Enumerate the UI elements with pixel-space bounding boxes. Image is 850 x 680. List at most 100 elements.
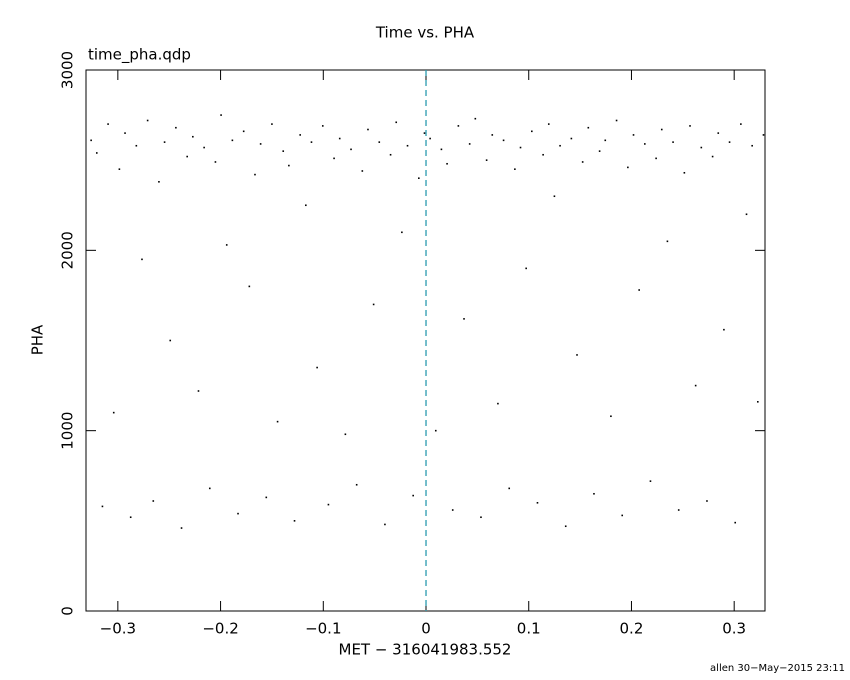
point [723, 328, 725, 331]
point [446, 162, 448, 165]
point [711, 155, 714, 158]
x-tick-label: 0.3 [722, 620, 746, 638]
point [672, 141, 674, 143]
y-tick-label: 1000 [59, 412, 77, 450]
point [316, 366, 318, 369]
point [192, 135, 194, 138]
point [412, 494, 414, 497]
point [389, 153, 392, 156]
point [536, 502, 539, 504]
point [706, 500, 708, 502]
x-tick-label: −0.1 [305, 620, 341, 638]
point [508, 487, 511, 490]
point [564, 525, 567, 528]
footer: allen 30−May−2015 23:11 [710, 663, 845, 674]
point [333, 157, 335, 160]
point [751, 144, 753, 147]
point [655, 157, 657, 160]
point [141, 258, 143, 261]
point [762, 134, 765, 136]
point [553, 195, 556, 198]
point [683, 171, 686, 174]
point [254, 173, 256, 176]
point [293, 520, 296, 522]
point [112, 411, 115, 414]
point [519, 146, 522, 149]
point [107, 123, 109, 125]
point [593, 492, 595, 495]
point [638, 289, 640, 291]
point [220, 114, 222, 116]
point [434, 429, 437, 432]
point [361, 170, 364, 172]
point [95, 152, 98, 154]
point [531, 130, 533, 133]
point [299, 134, 301, 136]
point [514, 168, 516, 170]
point [480, 516, 482, 519]
point [129, 516, 132, 519]
point [401, 231, 403, 234]
point [689, 125, 691, 127]
point [101, 505, 104, 508]
point [610, 415, 612, 418]
point [700, 146, 703, 149]
y-tick-label: 0 [59, 606, 77, 616]
point [474, 117, 477, 120]
point [208, 487, 211, 490]
point [570, 137, 573, 140]
point [321, 125, 324, 127]
point [395, 121, 398, 124]
point [327, 503, 330, 506]
y-tick-label: 3000 [59, 51, 77, 89]
point [740, 123, 742, 125]
point [677, 509, 680, 511]
point [757, 401, 759, 403]
point [372, 303, 375, 306]
point [231, 139, 234, 142]
point [225, 244, 228, 246]
point [118, 168, 121, 170]
chart-subtitle: time_pha.qdp [88, 46, 191, 65]
point [355, 483, 358, 486]
point [502, 139, 505, 142]
point [214, 161, 217, 163]
point [367, 128, 369, 131]
point [604, 139, 607, 142]
x-tick-label: 0.1 [517, 620, 541, 638]
point [423, 132, 426, 134]
point [632, 134, 635, 136]
point [734, 521, 737, 524]
point [158, 181, 160, 183]
point [644, 143, 646, 145]
point [135, 144, 138, 147]
point [310, 141, 313, 143]
point [163, 141, 166, 143]
point [525, 267, 527, 270]
point [186, 155, 188, 158]
point [542, 153, 544, 156]
point [124, 132, 126, 134]
point [717, 132, 720, 134]
point [197, 390, 200, 392]
x-tick-label: −0.3 [100, 620, 136, 638]
point [378, 141, 381, 143]
point [276, 420, 279, 423]
point [406, 144, 409, 147]
point [350, 148, 352, 151]
point [457, 125, 460, 127]
point [694, 384, 697, 387]
point [621, 514, 624, 517]
point [547, 123, 550, 125]
point [237, 512, 239, 515]
point [440, 148, 443, 151]
x-tick-label: 0 [421, 620, 431, 638]
point [649, 480, 652, 482]
point [259, 143, 262, 145]
x-axis-label: MET − 316041983.552 [339, 641, 512, 659]
y-axis-label: PHA [29, 324, 47, 355]
point [265, 496, 268, 499]
point [305, 204, 307, 207]
point [451, 509, 454, 511]
point [169, 339, 172, 342]
